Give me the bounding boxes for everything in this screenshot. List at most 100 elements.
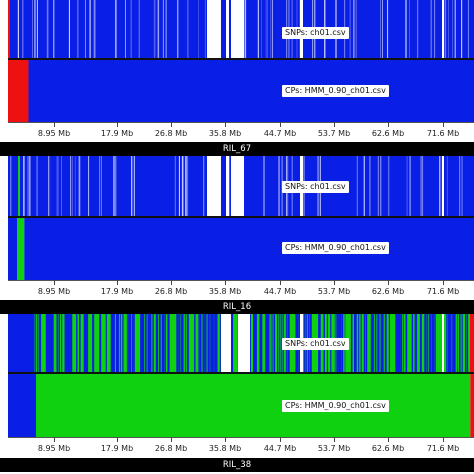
snp-marker <box>454 314 455 372</box>
snp-marker <box>278 156 279 216</box>
snp-marker <box>131 156 132 216</box>
snp-marker <box>444 0 447 58</box>
snp-marker <box>253 314 256 372</box>
axis-tick-label: 26.8 Mb <box>154 129 188 138</box>
cp-track[interactable]: CPs: HMM_0.90_ch01.csv <box>0 218 474 280</box>
snp-marker <box>207 314 210 372</box>
snp-marker <box>47 0 49 58</box>
cp-track[interactable]: CPs: HMM_0.90_ch01.csv <box>0 374 474 437</box>
snp-marker <box>50 314 51 372</box>
snp-marker <box>452 0 453 58</box>
snp-marker <box>79 156 81 216</box>
snp-marker <box>23 156 25 216</box>
snp-marker <box>405 314 407 372</box>
snp-marker <box>194 314 196 372</box>
snp-marker <box>38 314 41 372</box>
snp-marker <box>142 314 144 372</box>
position-axis: 8.95 Mb 17.9 Mb 26.8 Mb 35.8 Mb 44.7 Mb 53.7 … <box>0 437 474 459</box>
snp-marker <box>461 314 463 372</box>
axis-tick <box>54 437 55 442</box>
axis-tick-label: 35.8 Mb <box>208 287 242 296</box>
snp-marker <box>129 314 132 372</box>
snp-gap <box>221 314 231 372</box>
snp-marker <box>459 314 461 372</box>
snp-marker <box>162 314 164 372</box>
cp-track[interactable]: CPs: HMM_0.90_ch01.csv <box>0 60 474 122</box>
snp-marker <box>406 156 408 216</box>
position-axis: 8.95 Mb 17.9 Mb 26.8 Mb 35.8 Mb 44.7 Mb 53.7 … <box>0 122 474 144</box>
snp-marker <box>22 0 24 58</box>
snp-marker <box>231 314 234 372</box>
snp-marker <box>164 314 166 372</box>
sample-name-bar: RIL_67 <box>0 142 474 156</box>
snp-gap <box>442 156 444 216</box>
snp-marker <box>77 0 79 58</box>
snp-marker <box>184 314 186 372</box>
snp-marker <box>34 0 36 58</box>
axis-tick <box>117 280 118 285</box>
snp-marker <box>158 314 161 372</box>
snp-marker <box>434 0 436 58</box>
snp-marker <box>92 314 94 372</box>
snp-gap <box>207 156 221 216</box>
snp-marker <box>95 0 96 58</box>
snp-marker <box>439 156 441 216</box>
snp-marker <box>93 314 95 372</box>
track-separator <box>8 216 474 218</box>
snp-marker <box>219 314 221 372</box>
axis-tick-label: 44.7 Mb <box>263 287 297 296</box>
snp-marker <box>265 314 267 372</box>
snp-marker <box>398 314 401 372</box>
snp-marker <box>456 314 458 372</box>
snp-marker <box>281 314 282 372</box>
snp-marker <box>419 314 422 372</box>
cp-segment <box>8 60 29 122</box>
snp-marker <box>76 314 78 372</box>
cp-segment <box>470 374 474 437</box>
axis-tick-label: 62.6 Mb <box>371 129 405 138</box>
snp-marker <box>111 314 113 372</box>
axis-tick <box>443 122 444 127</box>
snp-marker <box>47 314 49 372</box>
axis-tick-label: 8.95 Mb <box>37 287 71 296</box>
snp-marker <box>29 156 31 216</box>
snp-marker <box>132 156 134 216</box>
cp-segment <box>28 60 474 122</box>
snp-track[interactable]: SNPs: ch01.csv <box>0 156 474 216</box>
snp-marker <box>110 314 112 372</box>
snp-marker <box>49 314 50 372</box>
snp-marker <box>61 156 62 216</box>
snp-marker <box>116 314 118 372</box>
snp-marker <box>271 0 273 58</box>
snp-marker <box>363 156 365 216</box>
snp-marker <box>400 314 402 372</box>
snp-marker <box>159 314 161 372</box>
snp-marker <box>267 314 270 372</box>
axis-tick <box>388 122 389 127</box>
snp-marker <box>254 314 257 372</box>
cp-segment <box>36 374 471 437</box>
axis-tick <box>280 437 281 442</box>
snp-track[interactable]: SNPs: ch01.csv <box>0 314 474 372</box>
snp-marker <box>365 314 368 372</box>
snp-track[interactable]: SNPs: ch01.csv <box>0 0 474 58</box>
genotype-panel-ril-16: SNPs: ch01.csv CPs: HMM_0.90_ch01.csv 8.… <box>0 156 474 314</box>
axis-tick <box>280 122 281 127</box>
snp-marker <box>370 314 373 372</box>
snp-marker <box>155 314 158 372</box>
snp-marker <box>130 0 132 58</box>
snp-marker <box>85 0 86 58</box>
snp-marker <box>279 314 281 372</box>
snp-marker <box>65 314 67 372</box>
axis-tick-label: 71.6 Mb <box>426 444 460 453</box>
snp-marker <box>382 0 383 58</box>
snp-marker <box>74 156 76 216</box>
snp-marker <box>17 0 19 58</box>
snp-marker <box>454 0 456 58</box>
snp-marker <box>40 314 42 372</box>
snp-marker <box>416 314 418 372</box>
snp-marker <box>162 0 164 58</box>
axis-tick <box>225 280 226 285</box>
snp-marker <box>349 0 351 58</box>
axis-tick <box>334 122 335 127</box>
